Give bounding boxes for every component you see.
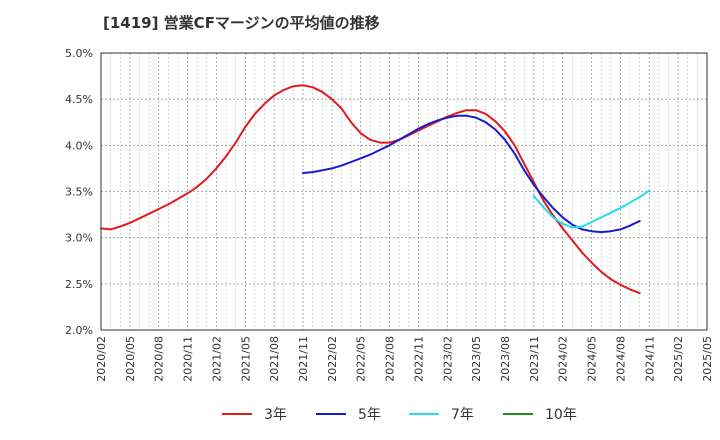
y-tick-label: 2.5%: [65, 278, 93, 291]
chart-title: [1419] 営業CFマージンの平均値の推移: [103, 14, 380, 32]
y-tick-label: 5.0%: [65, 47, 93, 60]
series-line-5年: [302, 114, 641, 234]
x-tick-label: 2021/05: [239, 336, 252, 382]
x-tick-label: 2024/05: [586, 336, 599, 382]
series-lines: [100, 84, 651, 295]
x-tick-label: 2023/02: [441, 336, 454, 382]
x-tick-label: 2025/02: [672, 336, 685, 382]
y-tick-label: 4.5%: [65, 93, 93, 106]
legend: 3年 5年 7年 10年: [222, 407, 577, 423]
x-axis-ticks: 2020/02 2020/05 2020/08 2020/11 2021/02 2021/…: [95, 336, 714, 382]
x-tick-label: 2020/11: [182, 336, 195, 382]
series-line-3年: [100, 84, 641, 295]
x-tick-label: 2020/05: [124, 336, 137, 382]
y-axis-ticks: 5.0% 4.5% 4.0% 3.5% 3.0% 2.5% 2.0%: [65, 47, 93, 337]
plot-border: [100, 52, 708, 331]
x-tick-label: 2022/05: [355, 336, 368, 382]
x-tick-label: 2024/08: [614, 336, 627, 382]
x-tick-label: 2024/11: [643, 336, 656, 382]
x-tick-label: 2022/02: [326, 336, 339, 382]
y-tick-label: 3.0%: [65, 232, 93, 245]
legend-label: 7年: [451, 407, 474, 423]
x-tick-label: 2020/02: [95, 336, 108, 382]
x-tick-label: 2022/11: [412, 336, 425, 382]
legend-label: 3年: [264, 407, 287, 423]
series-line-7年: [532, 189, 651, 229]
legend-label: 10年: [545, 407, 577, 423]
x-tick-label: 2023/08: [499, 336, 512, 382]
x-tick-label: 2023/05: [470, 336, 483, 382]
y-tick-label: 4.0%: [65, 139, 93, 152]
x-tick-label: 2024/02: [557, 336, 570, 382]
x-tick-label: 2021/11: [297, 336, 310, 382]
x-tick-label: 2023/11: [528, 336, 541, 382]
x-tick-label: 2020/08: [153, 336, 166, 382]
x-tick-label: 2025/05: [701, 336, 714, 382]
x-tick-label: 2022/08: [384, 336, 397, 382]
legend-label: 5年: [358, 407, 381, 423]
y-tick-label: 2.0%: [65, 324, 93, 337]
x-tick-label: 2021/08: [268, 336, 281, 382]
x-tick-label: 2021/02: [210, 336, 223, 382]
y-tick-label: 3.5%: [65, 186, 93, 199]
